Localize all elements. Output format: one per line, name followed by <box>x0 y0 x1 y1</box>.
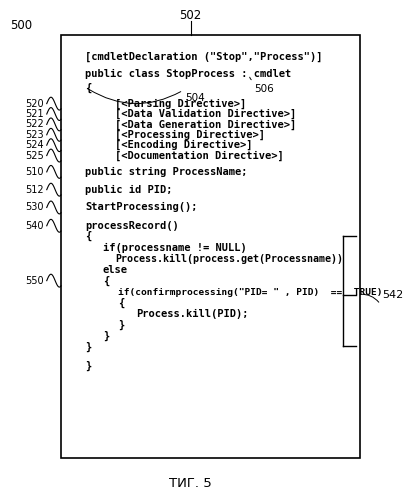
Text: [<Encoding Directive>]: [<Encoding Directive>] <box>115 140 252 150</box>
Text: {: { <box>85 82 91 93</box>
Text: 506: 506 <box>255 84 274 94</box>
Text: }: } <box>118 320 124 330</box>
Text: }: } <box>85 361 91 372</box>
Text: 523: 523 <box>26 130 44 140</box>
Text: 525: 525 <box>25 150 44 160</box>
Text: 520: 520 <box>26 98 44 108</box>
Text: if(confirmprocessing("PID= " , PID)  ==  TRUE): if(confirmprocessing("PID= " , PID) == T… <box>118 288 382 296</box>
Text: 504: 504 <box>185 93 205 103</box>
Text: }: } <box>103 330 109 340</box>
Text: StartProcessing();: StartProcessing(); <box>85 202 197 212</box>
Text: 540: 540 <box>26 221 44 231</box>
Text: [<Parsing Directive>]: [<Parsing Directive>] <box>115 98 246 109</box>
Text: 500: 500 <box>10 18 32 32</box>
Text: public string ProcessName;: public string ProcessName; <box>85 167 247 177</box>
Text: 512: 512 <box>26 184 44 194</box>
Text: 530: 530 <box>26 202 44 212</box>
Text: processRecord(): processRecord() <box>85 221 178 231</box>
Text: Process.kill(process.get(Processname)): Process.kill(process.get(Processname)) <box>115 254 343 264</box>
Text: 522: 522 <box>25 120 44 130</box>
Text: 521: 521 <box>26 109 44 119</box>
Text: 550: 550 <box>26 276 44 285</box>
Text: [<Documentation Directive>]: [<Documentation Directive>] <box>115 150 284 160</box>
Text: 502: 502 <box>180 8 202 22</box>
Text: Process.kill(PID);: Process.kill(PID); <box>136 309 248 319</box>
Text: 524: 524 <box>26 140 44 150</box>
Text: [<Processing Directive>]: [<Processing Directive>] <box>115 130 265 140</box>
Text: public class StopProcess : cmdlet: public class StopProcess : cmdlet <box>85 70 291 80</box>
Text: 510: 510 <box>26 167 44 177</box>
Text: [<Data Validation Directive>]: [<Data Validation Directive>] <box>115 109 296 119</box>
Text: {: { <box>118 298 124 308</box>
Text: {: { <box>103 276 109 286</box>
Text: 542: 542 <box>382 290 404 300</box>
Text: [<Data Generation Directive>]: [<Data Generation Directive>] <box>115 120 296 130</box>
Text: {: { <box>85 231 91 241</box>
Text: public id PID;: public id PID; <box>85 184 173 194</box>
Text: if(processname != NULL): if(processname != NULL) <box>103 242 247 252</box>
Text: [cmdletDeclaration ("Stop","Process")]: [cmdletDeclaration ("Stop","Process")] <box>85 52 323 62</box>
Text: ΤИГ. 5: ΤИГ. 5 <box>169 477 212 490</box>
Text: }: } <box>85 342 91 351</box>
Text: else: else <box>103 266 128 276</box>
Bar <box>61 35 360 458</box>
